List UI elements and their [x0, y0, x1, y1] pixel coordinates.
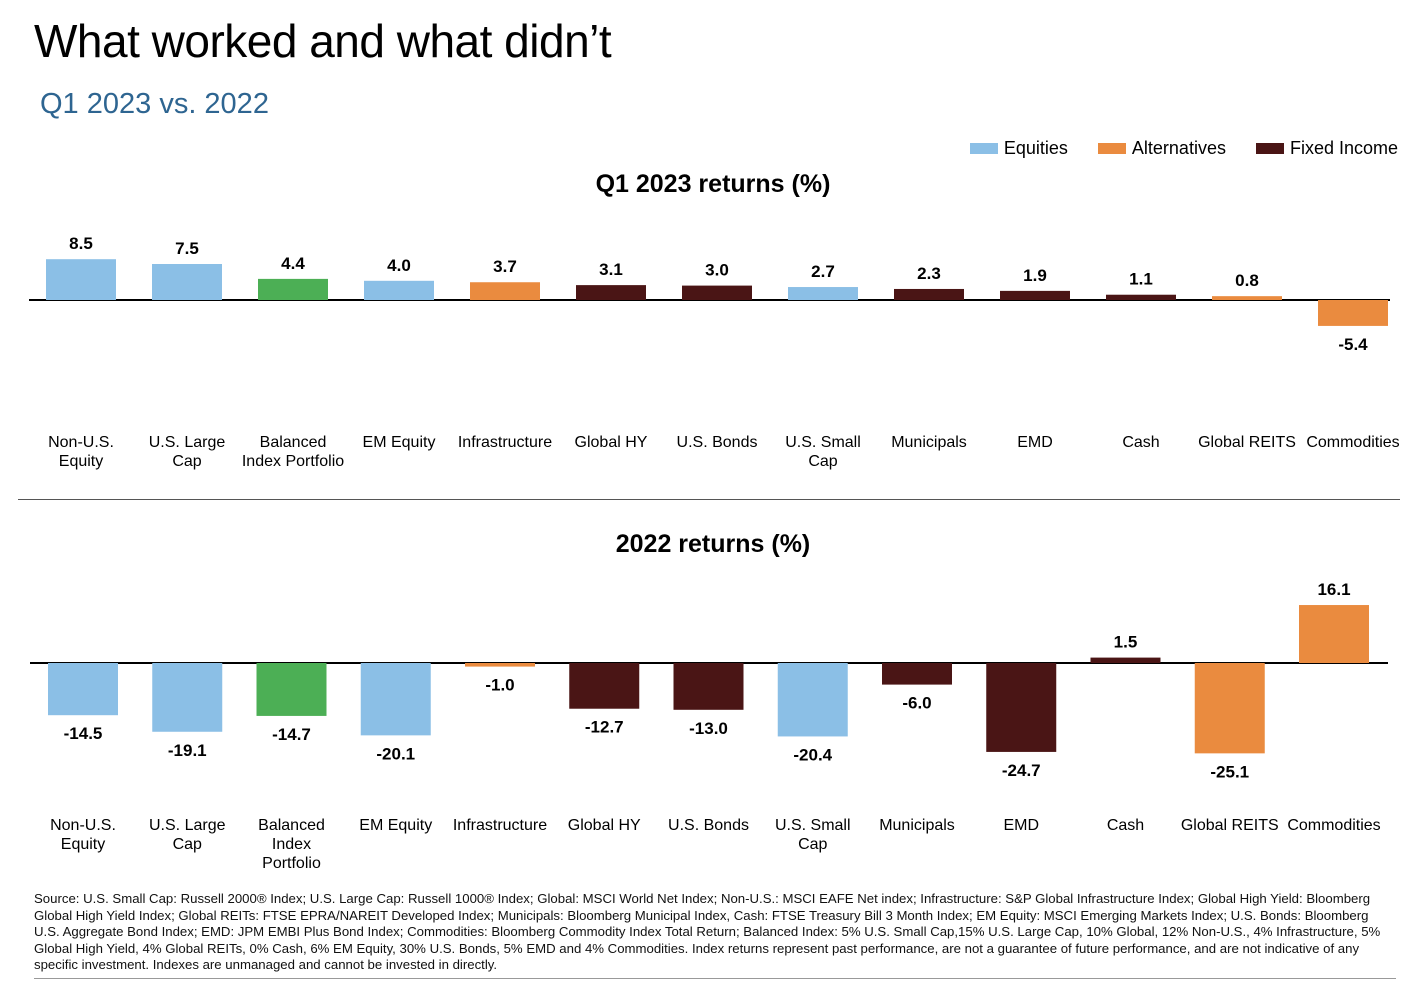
data-label: -5.4 — [1338, 335, 1368, 354]
data-label: -1.0 — [485, 676, 514, 695]
q1-2023-returns-chart: 8.5 Non-U.S. Equity 7.5 U.S. Large Cap 4.4 Bala… — [29, 234, 1400, 470]
data-label: 1.9 — [1023, 266, 1047, 285]
bar — [152, 663, 223, 732]
legend-swatch-fixed-income — [1255, 143, 1284, 154]
footer-rule — [34, 978, 1396, 979]
category-label: EM Equity — [363, 434, 436, 451]
data-label: 3.7 — [493, 257, 517, 276]
data-label: -20.1 — [376, 744, 415, 763]
category-label: U.S. Bonds — [677, 434, 758, 451]
data-label: 1.5 — [1114, 633, 1138, 652]
category-label: Global REITS — [1181, 817, 1279, 834]
bar — [1212, 296, 1282, 300]
category-label: U.S. Bonds — [668, 817, 749, 834]
data-label: 2.3 — [917, 264, 941, 283]
bar — [48, 663, 118, 716]
data-label: -13.0 — [689, 719, 728, 738]
data-label: -12.7 — [585, 718, 624, 737]
data-label: 8.5 — [69, 234, 93, 253]
legend-swatch-alternatives — [1097, 143, 1126, 154]
category-label: U.S. Large Cap — [149, 434, 226, 470]
category-label: Global HY — [568, 817, 641, 834]
data-label: 2.7 — [811, 262, 835, 281]
category-label: U.S. Small Cap — [775, 817, 851, 853]
bar — [256, 663, 327, 716]
category-label: Balanced Index Portfolio — [258, 817, 325, 872]
legend-item-equities: Equities — [969, 138, 1068, 159]
category-label: EMD — [1017, 434, 1053, 451]
category-label: U.S. Small Cap — [785, 434, 861, 470]
page-subtitle: Q1 2023 vs. 2022 — [40, 88, 269, 120]
bar — [1318, 300, 1388, 326]
bar — [152, 264, 222, 300]
bar — [1090, 657, 1161, 663]
data-label: -14.7 — [272, 725, 311, 744]
bar — [682, 285, 752, 300]
bar — [1106, 294, 1176, 300]
category-label: Commodities — [1306, 434, 1399, 451]
data-label: 4.4 — [281, 254, 305, 273]
category-label: Non-U.S. Equity — [48, 434, 114, 470]
bar — [1194, 663, 1265, 754]
bar — [258, 278, 328, 300]
category-label: Global REITS — [1198, 434, 1296, 451]
bar — [894, 288, 964, 300]
category-label: Balanced Index Portfolio — [242, 434, 344, 470]
legend-item-alternatives: Alternatives — [1097, 138, 1226, 159]
bar — [465, 663, 535, 667]
data-label: 3.0 — [705, 261, 729, 280]
data-label: -14.5 — [64, 724, 103, 743]
bar — [1299, 605, 1369, 663]
legend-label-fixed-income: Fixed Income — [1289, 138, 1398, 158]
category-label: Municipals — [879, 817, 955, 834]
bar — [673, 663, 744, 710]
section-divider — [18, 499, 1400, 500]
data-label: -24.7 — [1002, 761, 1041, 780]
category-label: U.S. Large Cap — [149, 817, 226, 853]
returns-2022-chart: -14.5 Non-U.S. Equity -19.1 U.S. Large Cap -14… — [30, 580, 1388, 872]
data-label: -20.4 — [793, 745, 832, 764]
bar — [46, 259, 116, 300]
data-label: 7.5 — [175, 239, 199, 258]
data-label: 3.1 — [599, 260, 623, 279]
legend-item-fixed-income: Fixed Income — [1255, 138, 1398, 159]
data-label: 4.0 — [387, 256, 411, 275]
source-footnote: Source: U.S. Small Cap: Russell 2000® In… — [34, 891, 1381, 972]
bar — [360, 663, 431, 736]
chart-legend: Equities Alternatives Fixed Income — [969, 138, 1398, 159]
bar — [364, 280, 434, 300]
category-label: Infrastructure — [458, 434, 552, 451]
data-label: 0.8 — [1235, 271, 1259, 290]
category-label: Global HY — [575, 434, 648, 451]
category-label: Commodities — [1287, 817, 1380, 834]
data-label: 16.1 — [1317, 580, 1350, 599]
category-label: EM Equity — [359, 817, 432, 834]
chart-title-q1-2023: Q1 2023 returns (%) — [595, 170, 831, 198]
bar — [569, 663, 640, 709]
data-label: -6.0 — [902, 694, 931, 713]
data-label: -25.1 — [1210, 762, 1249, 781]
legend-label-equities: Equities — [1003, 138, 1068, 158]
category-label: Municipals — [891, 434, 967, 451]
page-title: What worked and what didn’t — [34, 15, 612, 67]
category-label: Cash — [1122, 434, 1159, 451]
bar — [777, 663, 848, 737]
legend-swatch-equities — [969, 143, 998, 154]
bar — [882, 663, 952, 685]
chart-title-2022: 2022 returns (%) — [615, 530, 811, 558]
category-label: Cash — [1107, 817, 1144, 834]
legend-label-alternatives: Alternatives — [1131, 138, 1226, 158]
bar — [1000, 290, 1070, 300]
category-label: Infrastructure — [453, 817, 547, 834]
bar — [470, 282, 540, 300]
data-label: -19.1 — [168, 741, 207, 760]
category-label: Non-U.S. Equity — [50, 817, 116, 853]
bar — [788, 287, 858, 300]
bar — [576, 285, 646, 300]
data-label: 1.1 — [1129, 270, 1153, 289]
bar — [986, 663, 1057, 752]
category-label: EMD — [1003, 817, 1039, 834]
